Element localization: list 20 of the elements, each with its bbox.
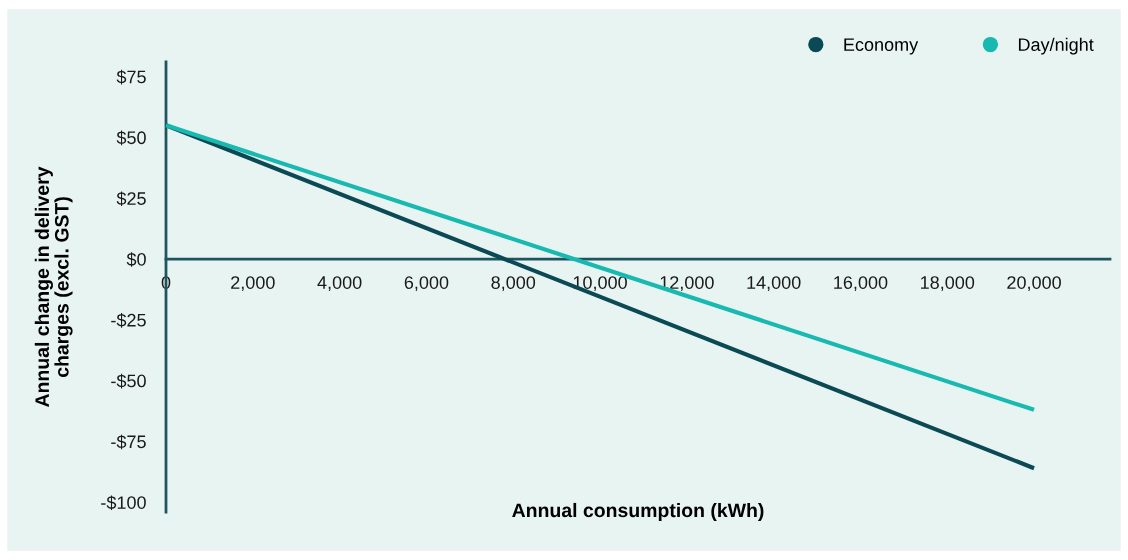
x-tick-label: 20,000 [1007, 276, 1061, 292]
legend-label: Day/night [1018, 37, 1094, 55]
y-tick-label: $75 [116, 69, 146, 85]
x-tick-label: 2,000 [231, 276, 275, 292]
y-tick-label: $0 [126, 252, 146, 267]
legend-label: Economy [844, 38, 919, 55]
y-tick-label: -$100 [101, 495, 146, 511]
x-tick-label: 8,000 [491, 276, 536, 292]
y-tick-label: -$50 [111, 373, 146, 389]
x-tick-label: 18,000 [921, 276, 975, 292]
x-axis-title: Annual consumption (kWh) [512, 502, 764, 522]
y-tick-label: $50 [116, 130, 146, 146]
x-tick-label: 16,000 [834, 276, 888, 292]
y-tick-label: -$75 [111, 434, 146, 450]
y-tick-label: -$25 [111, 313, 146, 328]
x-tick-label: 6,000 [404, 276, 449, 292]
x-tick-label: 14,000 [747, 276, 801, 292]
x-tick-label: 4,000 [317, 276, 362, 292]
y-axis-title: Annual change in delivery charges (excl. GST) [34, 166, 73, 407]
y-tick-label: $25 [116, 191, 146, 207]
